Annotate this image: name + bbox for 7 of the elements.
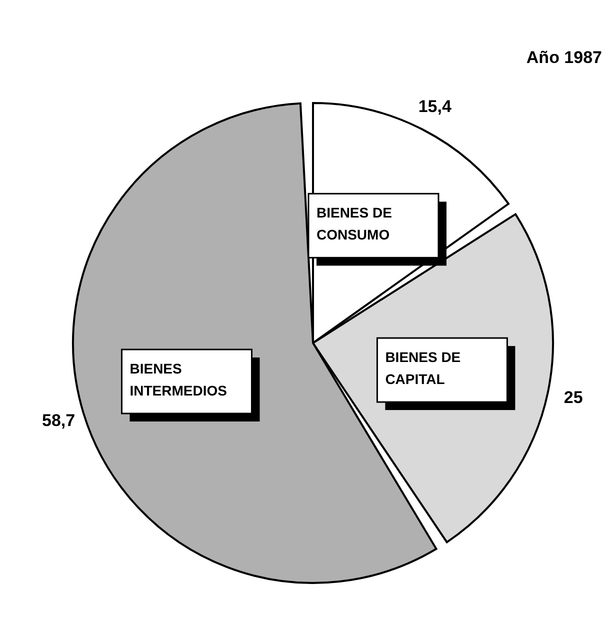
slice-label: BIENES DE CONSUMO bbox=[316, 204, 392, 243]
slice-label: BIENES DE CAPITAL bbox=[385, 349, 461, 388]
slice-label: BIENES INTERMEDIOS bbox=[130, 360, 227, 398]
chart-title: Año 1987 bbox=[526, 48, 602, 68]
data-label: 58,7 bbox=[42, 411, 76, 430]
data-label: 15,4 bbox=[418, 97, 452, 116]
data-label: 25 bbox=[564, 388, 583, 407]
